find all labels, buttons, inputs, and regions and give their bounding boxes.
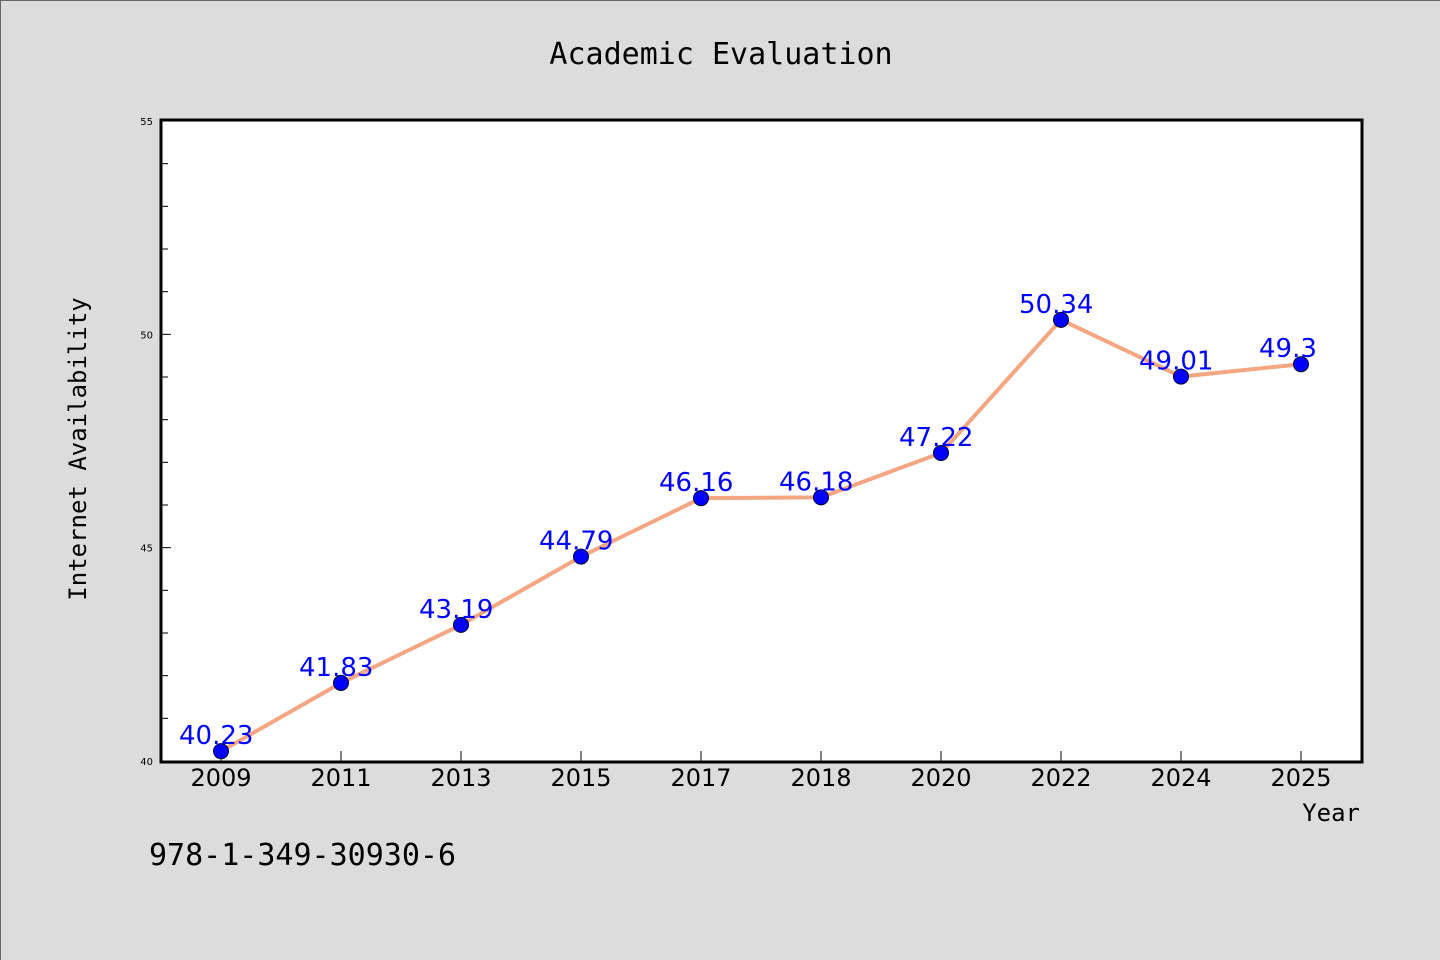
x-tick-label: 2022 [1030, 764, 1091, 792]
data-label: 44.79 [539, 527, 613, 557]
x-tick-label: 2020 [910, 764, 971, 792]
data-point [1293, 356, 1309, 373]
x-tick-label: 2013 [430, 764, 491, 792]
data-label: 43.19 [419, 595, 493, 625]
y-axis: 40 45 50 55 [140, 117, 171, 768]
y-tick-label: 40 [140, 757, 153, 768]
y-tick-label: 45 [140, 544, 153, 555]
series-line-group [213, 311, 1309, 760]
data-label: 46.18 [779, 467, 853, 497]
x-tick-label: 2024 [1150, 764, 1211, 792]
x-tick-label: 2015 [550, 764, 611, 792]
data-label: 50.34 [1019, 290, 1093, 320]
data-labels: 40.23 41.83 43.19 44.79 46.16 46.18 47.22 50.34… [179, 290, 1317, 751]
data-point [453, 616, 469, 633]
isbn-text: 978-1-349-30930-6 [149, 838, 456, 873]
data-label: 46.16 [659, 468, 733, 498]
data-label: 49.01 [1139, 347, 1213, 377]
y-axis-label: Internet Availability [64, 297, 92, 600]
plot-area [159, 118, 1364, 764]
y-tick-label: 55 [140, 117, 153, 128]
x-tick-label: 2017 [670, 764, 731, 792]
y-tick-label: 50 [140, 330, 153, 341]
x-tick-label: 2018 [790, 764, 851, 792]
data-point [1173, 368, 1189, 385]
data-label: 47.22 [899, 423, 973, 453]
data-label: 49.3 [1259, 334, 1317, 364]
x-tick-label: 2009 [190, 764, 251, 792]
data-label: 40.23 [179, 721, 253, 751]
x-tick-label: 2011 [310, 764, 371, 792]
data-point [1053, 311, 1069, 328]
data-point [573, 548, 589, 565]
chart-title: Academic Evaluation [549, 37, 892, 72]
data-point [813, 489, 829, 506]
series-line [219, 317, 1303, 754]
x-axis: 2009 2011 2013 2015 2017 2018 2020 2022 2024 2025 [190, 751, 1332, 792]
data-point [213, 743, 229, 760]
data-point [693, 490, 709, 507]
x-tick-label: 2025 [1270, 764, 1331, 792]
x-axis-label: Year [1302, 799, 1360, 827]
data-point [933, 444, 949, 461]
data-label: 41.83 [299, 653, 373, 683]
data-point [333, 674, 349, 691]
